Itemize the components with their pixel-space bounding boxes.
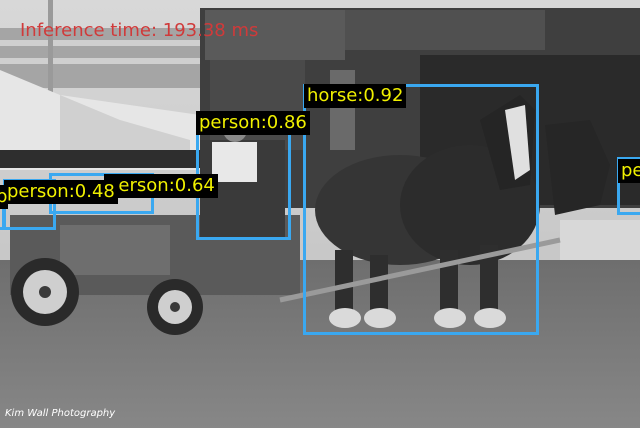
bbox-person-3-label: person:0.48 [4, 180, 118, 204]
bbox-person-5-label: p [0, 185, 9, 209]
bbox-person-4 [617, 157, 640, 215]
bbox-person-4-label: pe [618, 159, 640, 183]
bbox-person-1-label: person:0.86 [196, 111, 310, 135]
bbox-horse [303, 84, 539, 335]
bbox-horse-label: horse:0.92 [304, 84, 407, 108]
photo-credit: Kim Wall Photography [5, 408, 116, 419]
inference-time-text: Inference time: 193.38 ms [20, 20, 259, 41]
bbox-person-2-label: person:0.64 [104, 174, 218, 198]
